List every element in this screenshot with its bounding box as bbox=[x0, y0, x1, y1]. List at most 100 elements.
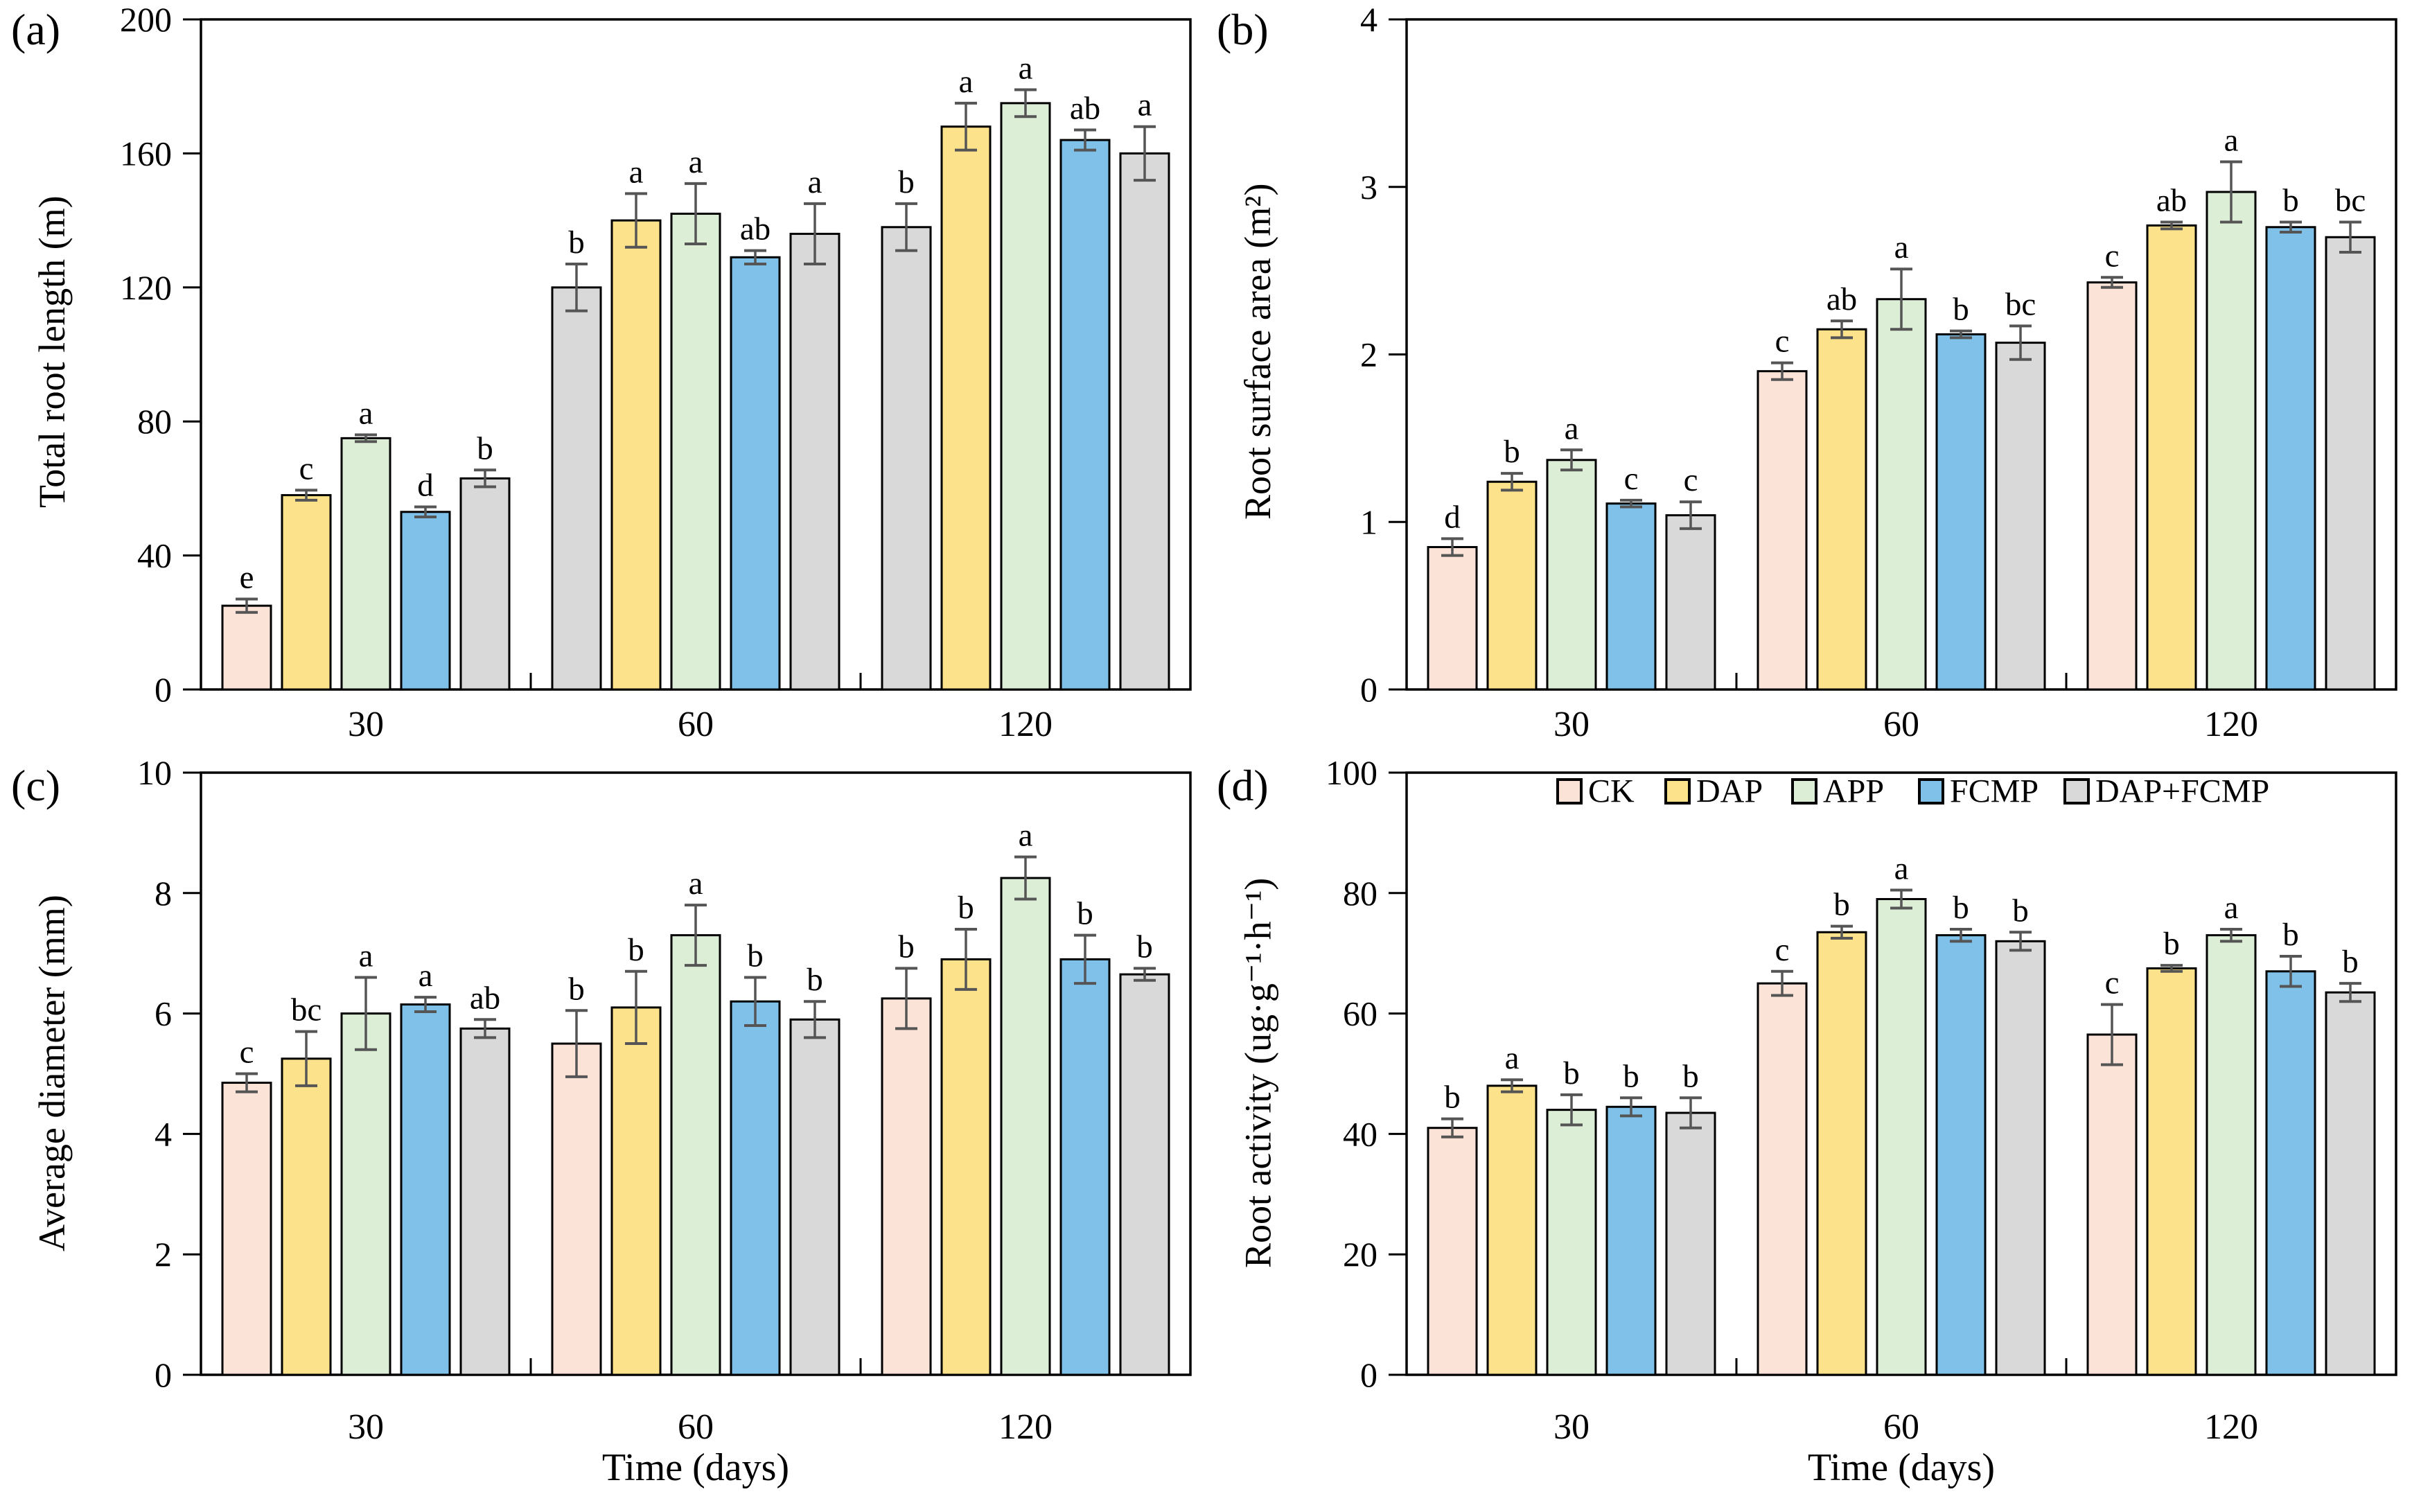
bar-DAP+FCMP-120 bbox=[2325, 236, 2376, 691]
significance-letter-CK-60: b bbox=[568, 225, 585, 261]
y-tick-label: 120 bbox=[120, 268, 172, 307]
significance-letter-APP-120: a bbox=[1019, 51, 1033, 87]
panel-d-label: (d) bbox=[1217, 761, 1269, 810]
significance-letter-FCMP-60: b bbox=[747, 938, 764, 974]
significance-letter-DAP-60: ab bbox=[1826, 281, 1857, 317]
bar-CK-30 bbox=[1427, 1127, 1478, 1376]
category-label-60: 60 bbox=[678, 1407, 714, 1447]
legend-label-DAP: DAP bbox=[1696, 773, 1763, 810]
significance-letter-APP-30: a bbox=[359, 938, 373, 974]
y-tick-label: 10 bbox=[137, 756, 172, 792]
significance-letter-FCMP-60: ab bbox=[740, 211, 771, 247]
legend-swatch-APP bbox=[1791, 778, 1817, 805]
bar-DAP+FCMP-60 bbox=[1995, 940, 2046, 1376]
significance-letter-CK-30: e bbox=[240, 559, 254, 595]
significance-letter-APP-30: a bbox=[359, 396, 373, 432]
legend-label-CK: CK bbox=[1588, 773, 1635, 810]
significance-letter-DAP-120: ab bbox=[2156, 183, 2187, 219]
significance-letter-DAP+FCMP-120: b bbox=[2342, 944, 2359, 980]
significance-letter-DAP+FCMP-30: c bbox=[1684, 462, 1698, 498]
legend-label-DAP+FCMP: DAP+FCMP bbox=[2095, 773, 2269, 810]
significance-letter-FCMP-120: b bbox=[1077, 896, 1093, 932]
significance-letter-DAP+FCMP-60: bc bbox=[2005, 286, 2036, 322]
legend-label-FCMP: FCMP bbox=[1950, 773, 2039, 810]
bar-APP-60 bbox=[1876, 897, 1927, 1376]
bar-APP-60 bbox=[1876, 298, 1927, 691]
bar-DAP+FCMP-120 bbox=[1119, 152, 1170, 691]
y-tick-label: 0 bbox=[155, 1355, 172, 1394]
panel-a-label: (a) bbox=[11, 5, 61, 54]
significance-letter-CK-120: c bbox=[2105, 965, 2120, 1001]
bar-FCMP-60 bbox=[730, 1000, 781, 1376]
bar-DAP-120 bbox=[940, 958, 992, 1376]
significance-letter-DAP-30: c bbox=[299, 450, 314, 486]
bar-CK-120 bbox=[2086, 1033, 2138, 1376]
bar-FCMP-60 bbox=[1935, 934, 1987, 1376]
bar-FCMP-120 bbox=[1059, 958, 1111, 1376]
category-label-30: 30 bbox=[1553, 705, 1590, 744]
y-tick-label: 100 bbox=[1326, 756, 1377, 792]
significance-letter-CK-120: c bbox=[2105, 238, 2120, 274]
bar-CK-30 bbox=[221, 604, 272, 691]
significance-letter-DAP-30: b bbox=[1504, 434, 1520, 470]
significance-letter-CK-60: b bbox=[568, 971, 585, 1007]
y-tick-label: 20 bbox=[1343, 1235, 1377, 1274]
significance-letter-DAP+FCMP-60: b bbox=[2012, 893, 2029, 929]
bar-CK-60 bbox=[1757, 982, 1808, 1376]
bar-CK-60 bbox=[551, 1042, 602, 1376]
significance-letter-DAP-60: a bbox=[629, 154, 644, 190]
bar-FCMP-30 bbox=[400, 1003, 451, 1376]
significance-letter-DAP+FCMP-120: a bbox=[1138, 87, 1152, 123]
bar-DAP+FCMP-30 bbox=[1665, 514, 1716, 691]
significance-letter-APP-120: a bbox=[1019, 818, 1033, 854]
bar-FCMP-60 bbox=[730, 256, 781, 691]
panel-c-x-axis-title: Time (days) bbox=[601, 1446, 790, 1489]
bar-APP-60 bbox=[670, 934, 721, 1376]
significance-letter-DAP-60: b bbox=[628, 932, 644, 968]
legend-label-APP: APP bbox=[1823, 773, 1884, 810]
category-label-120: 120 bbox=[2204, 705, 2258, 744]
bar-DAP-120 bbox=[2146, 967, 2197, 1376]
significance-letter-DAP-120: a bbox=[959, 64, 974, 100]
bar-DAP-120 bbox=[2146, 224, 2197, 691]
bar-DAP-60 bbox=[1816, 328, 1867, 691]
significance-letter-FCMP-30: a bbox=[419, 958, 433, 994]
y-tick-label: 40 bbox=[1343, 1114, 1377, 1153]
significance-letter-APP-60: a bbox=[1894, 850, 1909, 886]
significance-letter-DAP-120: b bbox=[958, 890, 974, 926]
significance-letter-APP-120: a bbox=[2224, 122, 2239, 158]
legend-swatch-CK bbox=[1556, 778, 1583, 805]
y-tick-label: 4 bbox=[155, 1114, 172, 1153]
legend-swatch-DAP+FCMP bbox=[2063, 778, 2090, 805]
legend-swatch-DAP bbox=[1664, 778, 1691, 805]
significance-letter-APP-120: a bbox=[2224, 890, 2239, 926]
significance-letter-CK-120: b bbox=[898, 164, 915, 200]
bar-CK-30 bbox=[1427, 546, 1478, 691]
category-label-120: 120 bbox=[2204, 1407, 2258, 1447]
significance-letter-CK-30: b bbox=[1444, 1080, 1461, 1116]
significance-letter-FCMP-120: b bbox=[2282, 183, 2299, 219]
bar-DAP+FCMP-30 bbox=[459, 477, 511, 691]
significance-letter-DAP-60: b bbox=[1833, 887, 1850, 923]
bar-DAP-30 bbox=[281, 1057, 332, 1376]
bar-CK-30 bbox=[221, 1082, 272, 1376]
bar-DAP-30 bbox=[281, 494, 332, 691]
category-label-60: 60 bbox=[1883, 1407, 1919, 1447]
y-tick-label: 3 bbox=[1360, 168, 1377, 206]
significance-letter-DAP+FCMP-30: b bbox=[477, 430, 493, 466]
category-label-120: 120 bbox=[998, 1407, 1053, 1447]
bar-DAP+FCMP-120 bbox=[1119, 973, 1170, 1376]
category-label-60: 60 bbox=[678, 705, 714, 744]
panel-d-plot-area: 0 20 40 60 80 100 b a b b b 30 c b a b b 60 c b a b b 120 CK DAP A… bbox=[1326, 756, 2397, 1447]
y-tick-label: 0 bbox=[155, 670, 172, 709]
significance-letter-FCMP-120: b bbox=[2282, 917, 2299, 953]
y-tick-label: 80 bbox=[1343, 874, 1377, 913]
bar-DAP-60 bbox=[610, 219, 662, 691]
bar-DAP-60 bbox=[1816, 931, 1867, 1376]
category-label-120: 120 bbox=[998, 705, 1053, 744]
bar-APP-30 bbox=[1546, 459, 1597, 691]
bar-FCMP-30 bbox=[1605, 502, 1657, 691]
bar-DAP-30 bbox=[1486, 1084, 1538, 1376]
